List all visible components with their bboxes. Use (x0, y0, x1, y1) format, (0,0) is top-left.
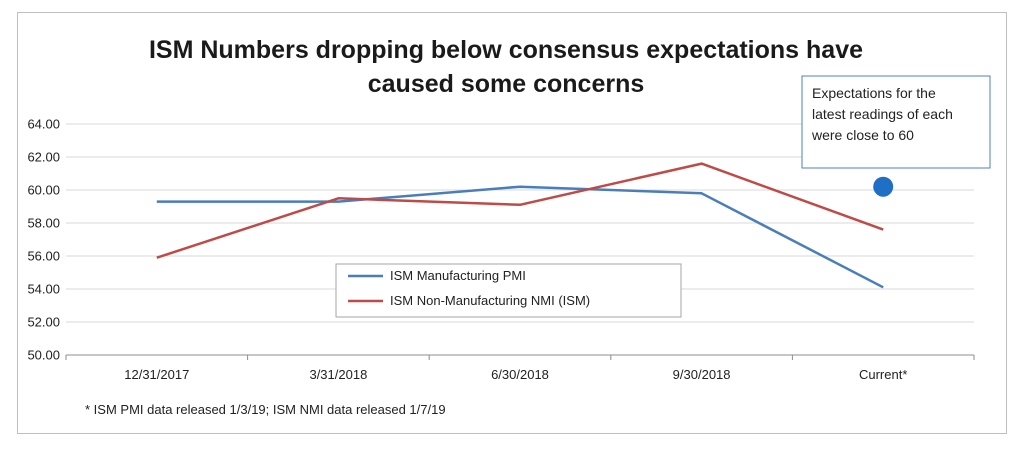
y-tick-label: 56.00 (27, 249, 60, 264)
chart-frame: ISM Numbers dropping below consensus exp… (17, 12, 1007, 434)
expectation-markers (873, 176, 894, 197)
y-tick-label: 62.00 (27, 150, 60, 165)
x-tick-label: 6/30/2018 (491, 367, 549, 382)
y-tick-label: 60.00 (27, 183, 60, 198)
series-line-non-manufacturing-nmi (156, 162, 884, 259)
annotation-line-2: latest readings of each (812, 106, 953, 122)
legend-box (335, 263, 682, 318)
chart-title-line-2: caused some concerns (368, 70, 645, 98)
line-chart: ISM Numbers dropping below consensus exp… (27, 36, 991, 417)
series-lines (156, 162, 884, 289)
x-tick-label: Current* (859, 367, 907, 382)
y-tick-label: 52.00 (27, 315, 60, 330)
legend-label-manufacturing: ISM Manufacturing PMI (390, 268, 526, 283)
x-tick-label: 12/31/2017 (124, 367, 189, 382)
annotation-callout: Expectations for the latest readings of … (801, 75, 991, 169)
y-tick-label: 50.00 (27, 348, 60, 363)
expectation-marker-dot (873, 176, 894, 197)
legend-label-non-manufacturing: ISM Non-Manufacturing NMI (ISM) (390, 293, 590, 308)
x-tick-label: 3/31/2018 (309, 367, 367, 382)
chart-title-line-1: ISM Numbers dropping below consensus exp… (149, 36, 863, 64)
y-tick-label: 54.00 (27, 282, 60, 297)
y-axis-tick-labels: 64.00 62.00 60.00 58.00 56.00 54.00 52.00 50.00 (27, 117, 60, 363)
annotation-line-1: Expectations for the (812, 85, 936, 101)
legend: ISM Manufacturing PMI ISM Non-Manufactur… (335, 263, 682, 318)
annotation-box (801, 75, 991, 169)
x-axis-tick-labels: 12/31/2017 3/31/2018 6/30/2018 9/30/2018 Cur… (65, 355, 975, 382)
chart-footnote: * ISM PMI data released 1/3/19; ISM NMI … (85, 402, 446, 417)
annotation-line-3: were close to 60 (811, 127, 914, 143)
series-line-manufacturing-pmi (156, 185, 884, 289)
x-tick-label: 9/30/2018 (673, 367, 731, 382)
y-tick-label: 64.00 (27, 117, 60, 132)
y-tick-label: 58.00 (27, 216, 60, 231)
